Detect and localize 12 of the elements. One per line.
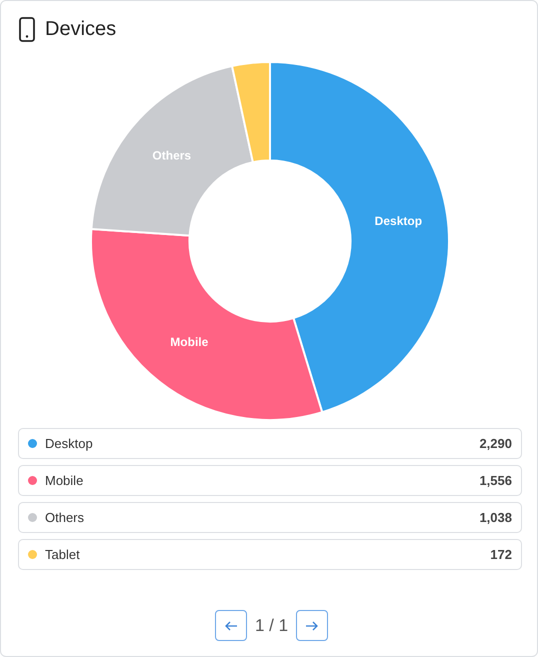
- slice-label: Mobile: [170, 334, 209, 349]
- legend-label: Mobile: [45, 473, 84, 488]
- slice-label: Desktop: [374, 214, 422, 228]
- legend-label: Desktop: [45, 436, 94, 451]
- data-label: 1,038: [479, 510, 512, 525]
- legend-label: Tablet: [45, 547, 81, 562]
- data-label: 1,556: [479, 473, 512, 488]
- data-label: 2,290: [479, 436, 512, 451]
- text: 1 / 1: [255, 616, 288, 636]
- chart-title: Devices: [45, 18, 116, 41]
- data-label: 172: [490, 547, 512, 562]
- legend-label: Others: [45, 510, 86, 525]
